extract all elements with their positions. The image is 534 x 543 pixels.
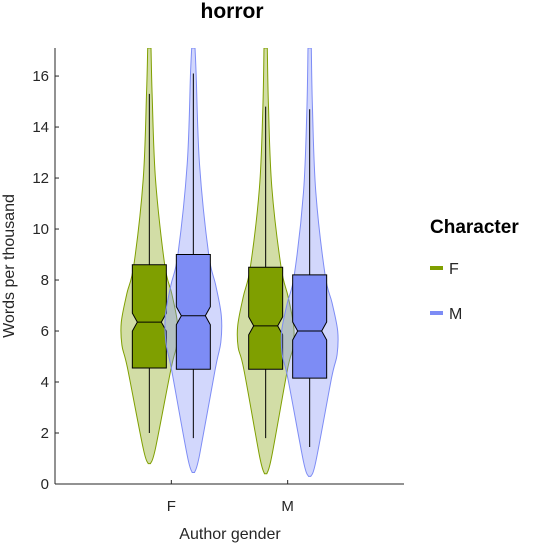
y-tick-label-8: 8 — [41, 272, 49, 289]
y-tick-label-2: 2 — [41, 425, 49, 442]
box-m-in-m — [292, 274, 328, 379]
chart-title: horror — [201, 0, 264, 23]
x-tick-label-m: M — [281, 498, 294, 515]
y-tick-label-4: 4 — [41, 374, 49, 391]
y-tick-label-6: 6 — [41, 323, 49, 340]
x-axis-label: Author gender — [179, 526, 281, 543]
y-tick-label-10: 10 — [32, 221, 49, 238]
box-f-in-m — [248, 266, 284, 370]
legend-label-f: F — [449, 261, 459, 278]
legend-title: Character — [430, 217, 519, 238]
box-m-in-f — [175, 254, 211, 370]
y-tick-label-14: 14 — [32, 119, 49, 136]
axes: 0 2 4 6 8 10 12 14 16 F M — [32, 48, 404, 515]
legend: Character F M — [430, 217, 519, 323]
y-tick-label-12: 12 — [32, 170, 49, 187]
y-tick-label-0: 0 — [41, 476, 49, 493]
legend-label-m: M — [449, 306, 462, 323]
box-f-in-f — [131, 264, 167, 369]
x-tick-label-f: F — [167, 498, 176, 515]
y-tick-label-16: 16 — [32, 68, 49, 85]
y-axis-label: Words per thousand — [1, 194, 18, 338]
